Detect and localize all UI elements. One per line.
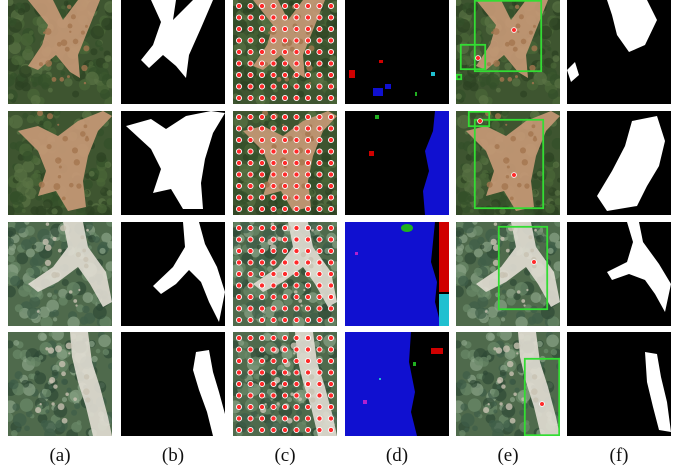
gt-mask-row4 bbox=[121, 332, 225, 436]
label-d: (d) bbox=[385, 445, 409, 466]
image-row3 bbox=[8, 222, 112, 326]
image-row1 bbox=[8, 0, 112, 104]
label-a: (a) bbox=[49, 445, 71, 466]
image-row2 bbox=[8, 111, 112, 215]
gt-mask-row3 bbox=[121, 222, 225, 326]
boxes-row1 bbox=[456, 0, 560, 104]
points-row4 bbox=[233, 332, 337, 436]
image-row4 bbox=[8, 332, 112, 436]
segments-row2 bbox=[345, 111, 449, 215]
gt-mask-row2 bbox=[121, 111, 225, 215]
points-row2 bbox=[233, 111, 337, 215]
segments-row3 bbox=[345, 222, 449, 326]
segments-row4 bbox=[345, 332, 449, 436]
points-row3 bbox=[233, 222, 337, 326]
label-e: (e) bbox=[497, 445, 519, 466]
segments-row1 bbox=[345, 0, 449, 104]
figure-grid bbox=[8, 0, 678, 440]
boxes-row2 bbox=[456, 111, 560, 215]
gt-mask-row1 bbox=[121, 0, 225, 104]
points-row1 bbox=[233, 0, 337, 104]
pred-mask-row2 bbox=[567, 111, 671, 215]
boxes-row3 bbox=[456, 222, 560, 326]
label-f: (f) bbox=[609, 445, 629, 466]
boxes-row4 bbox=[456, 332, 560, 436]
pred-mask-row1 bbox=[567, 0, 671, 104]
pred-mask-row4 bbox=[567, 332, 671, 436]
label-b: (b) bbox=[161, 445, 185, 466]
pred-mask-row3 bbox=[567, 222, 671, 326]
label-c: (c) bbox=[274, 445, 296, 466]
